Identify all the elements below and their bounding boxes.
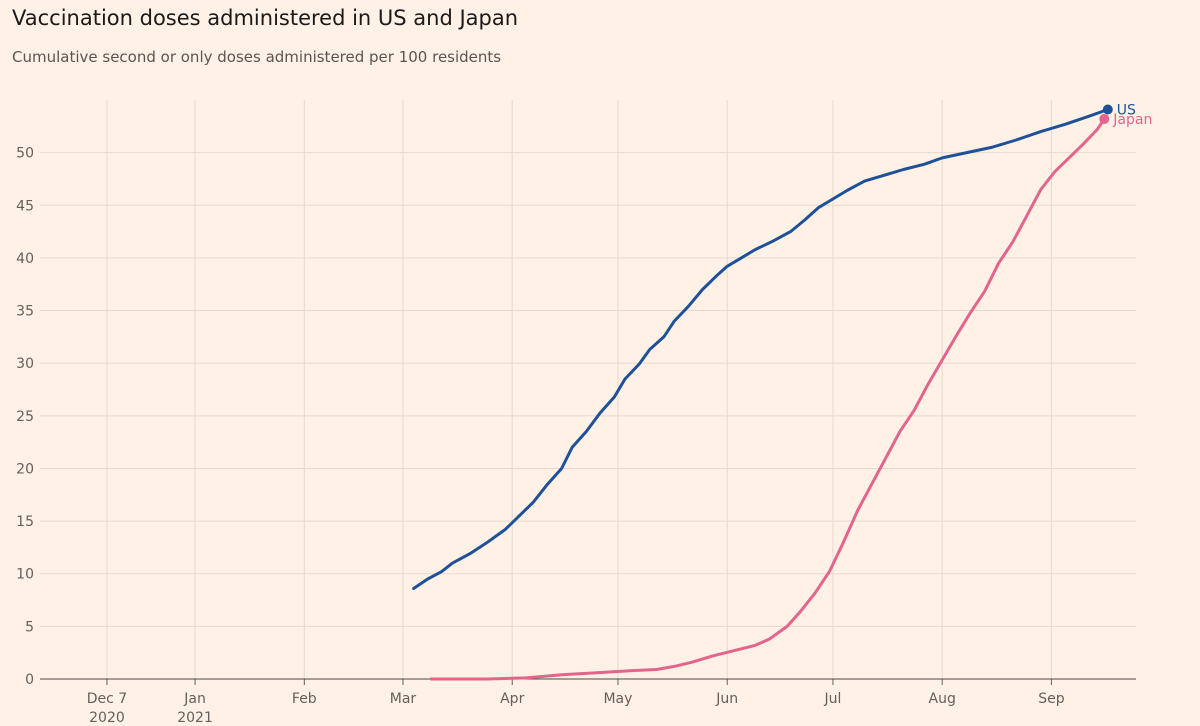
series-end-dot-us — [1102, 104, 1113, 115]
y-tick-label: 5 — [25, 619, 34, 635]
x-tick-label: Jun — [715, 691, 738, 707]
chart-title: Vaccination doses administered in US and… — [12, 6, 519, 30]
series-label-us: US — [1117, 102, 1136, 118]
x-tick-label: Apr — [500, 691, 524, 707]
series-end-dot-japan — [1099, 113, 1110, 124]
x-axis-tick-labels: Dec 7 2020 Jan 2021 Feb Mar Apr May Jun Jul Aug Sep — [87, 691, 1065, 726]
x-tick-label: Mar — [390, 691, 417, 707]
y-tick-label: 25 — [16, 409, 34, 425]
grid — [40, 100, 1136, 685]
series-label-japan: Japan — [1112, 112, 1152, 128]
y-tick-label: 45 — [16, 198, 34, 214]
y-tick-label: 30 — [16, 356, 34, 372]
x-tick-label: Jul — [823, 691, 841, 707]
y-tick-label: 50 — [16, 146, 34, 162]
series-lines — [412, 108, 1110, 681]
x-tick-label: Aug — [929, 691, 956, 707]
x-tick-label: Feb — [292, 691, 317, 707]
x-tick-label: Dec 7 — [87, 691, 127, 707]
y-tick-label: 10 — [16, 567, 34, 583]
y-tick-label: 0 — [25, 672, 34, 688]
chart-subtitle: Cumulative second or only doses administ… — [12, 48, 502, 66]
x-tick-sublabel: 2020 — [89, 710, 125, 726]
y-tick-label: 15 — [16, 514, 34, 530]
y-tick-label: 20 — [16, 461, 34, 477]
y-tick-label: 40 — [16, 251, 34, 267]
y-tick-label: 35 — [16, 304, 34, 320]
x-tick-label: May — [603, 691, 632, 707]
x-tick-label: Jan — [183, 691, 206, 707]
series-line-japan — [429, 117, 1106, 681]
y-axis-tick-labels: 0 5 10 15 20 25 30 35 40 45 50 — [16, 146, 34, 688]
x-tick-sublabel: 2021 — [177, 710, 213, 726]
x-tick-label: Sep — [1038, 691, 1065, 707]
series-line-us — [412, 108, 1110, 590]
